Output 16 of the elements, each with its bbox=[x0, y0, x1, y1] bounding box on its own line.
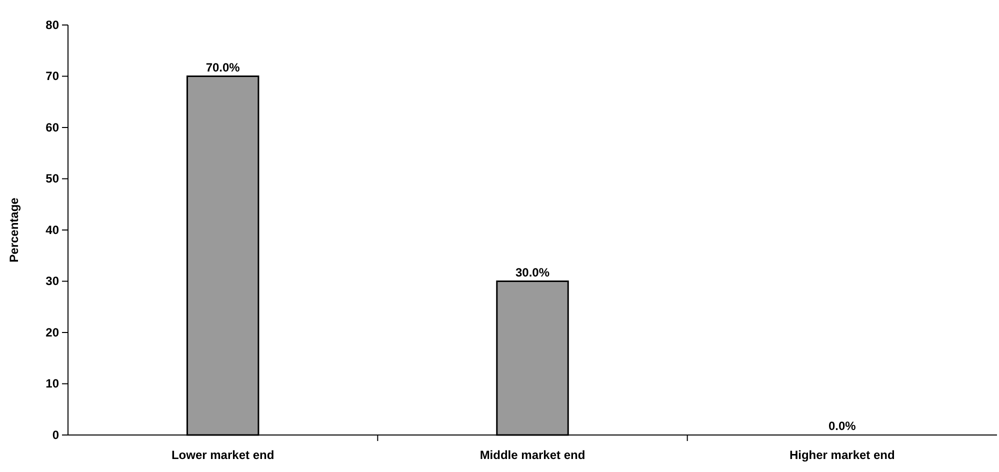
y-tick-label: 0 bbox=[52, 428, 60, 442]
data-label: 70.0% bbox=[206, 60, 240, 74]
x-tick-label: Middle market end bbox=[480, 448, 586, 462]
y-tick-label: 80 bbox=[46, 18, 60, 32]
x-tick-label: Higher market end bbox=[789, 448, 895, 462]
y-tick-label: 40 bbox=[46, 222, 60, 237]
y-tick-label: 70 bbox=[46, 69, 60, 84]
data-label: 0.0% bbox=[828, 419, 856, 433]
y-tick-label: 50 bbox=[46, 172, 60, 186]
y-tick-label: 10 bbox=[46, 376, 60, 391]
x-tick-label: Lower market end bbox=[171, 448, 274, 462]
y-axis-title: Percentage bbox=[7, 197, 21, 262]
y-tick-label: 20 bbox=[46, 325, 60, 340]
y-tick-label: 30 bbox=[46, 274, 60, 288]
data-label: 30.0% bbox=[515, 265, 550, 280]
y-tick-label: 60 bbox=[46, 120, 60, 134]
